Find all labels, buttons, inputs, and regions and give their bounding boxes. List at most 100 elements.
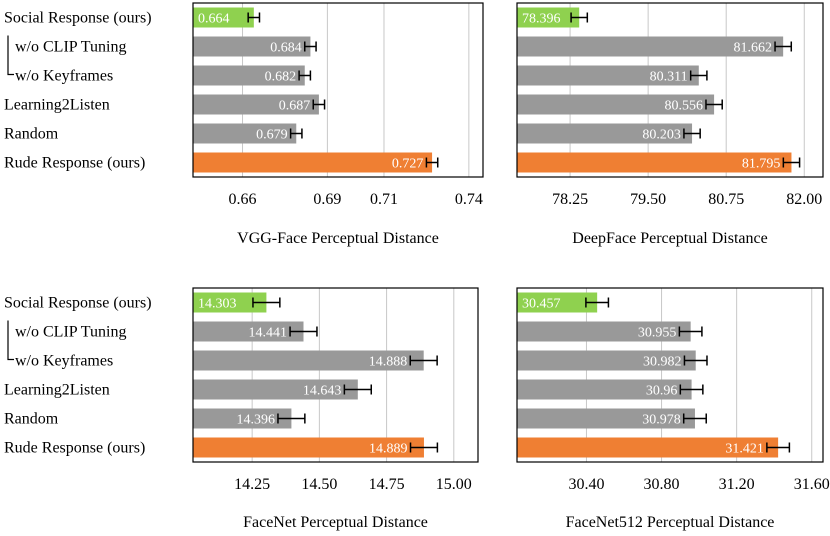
x-tick-label: 30.80 — [644, 476, 680, 493]
bar-rude-response — [517, 437, 779, 458]
vgg-face-panel: 0.664 0.684 0.682 0.687 0.679 0.727 0.66 0.69 0.… — [4, 2, 484, 247]
error-bar-learning2listen — [312, 99, 326, 110]
x-tick-label: 14.75 — [369, 476, 405, 493]
bar-wo-clip-tuning — [517, 321, 691, 342]
x-axis-title: DeepFace Perceptual Distance — [572, 230, 767, 247]
category-label-social-response: Social Response (ours) — [4, 295, 152, 312]
value-label-wo-keyframes: 14.888 — [369, 355, 408, 370]
error-bar-rude-response — [782, 157, 801, 168]
x-tick-label: 15.00 — [436, 476, 472, 493]
value-label-wo-clip-tuning: 30.955 — [638, 326, 677, 341]
plot-frame — [516, 287, 824, 463]
plot-frame — [192, 2, 484, 178]
bar-social-response — [517, 292, 598, 313]
bar-random — [193, 123, 297, 144]
value-label-social-response: 78.396 — [522, 12, 561, 27]
value-label-learning2listen: 14.643 — [303, 384, 342, 399]
x-tick-label: 0.74 — [455, 191, 483, 208]
deepface-panel: 78.396 81.662 80.311 80.556 80.203 81.795 78.2… — [516, 2, 824, 247]
category-label-rude-response: Rude Response (ours) — [4, 155, 145, 172]
x-axis-title: VGG-Face Perceptual Distance — [237, 230, 439, 247]
bar-wo-keyframes — [517, 65, 699, 86]
error-bar-learning2listen — [705, 99, 723, 110]
ablation-bracket — [7, 320, 14, 361]
error-bar-wo-clip-tuning — [774, 41, 793, 52]
category-label-learning2listen: Learning2Listen — [4, 382, 110, 399]
facenet-panel: 14.303 14.441 14.888 14.643 14.396 14.889 14.2… — [4, 287, 479, 531]
error-bar-rude-response — [425, 157, 439, 168]
x-tick-label: 30.40 — [568, 476, 604, 493]
category-label-random: Random — [4, 126, 59, 143]
x-tick-label: 0.71 — [370, 191, 398, 208]
value-label-learning2listen: 80.556 — [664, 99, 703, 114]
x-tick-label: 31.20 — [719, 476, 755, 493]
error-bar-wo-keyframes — [689, 70, 708, 81]
value-label-random: 0.679 — [256, 128, 288, 143]
error-bar-learning2listen — [679, 384, 704, 395]
bar-learning2listen — [193, 379, 358, 400]
value-label-rude-response: 81.795 — [742, 157, 781, 172]
bar-wo-clip-tuning — [517, 36, 784, 57]
x-tick-label: 80.75 — [708, 191, 744, 208]
category-label-rude-response: Rude Response (ours) — [4, 440, 145, 457]
error-bar-wo-clip-tuning — [289, 326, 318, 337]
value-label-wo-clip-tuning: 14.441 — [249, 326, 288, 341]
error-bar-learning2listen — [343, 384, 373, 395]
bar-random — [517, 408, 695, 429]
value-label-learning2listen: 0.687 — [279, 99, 311, 114]
error-bar-rude-response — [766, 442, 791, 453]
bar-random — [517, 123, 693, 144]
error-bar-social-response — [570, 12, 589, 23]
value-label-random: 14.396 — [236, 413, 275, 428]
category-label-learning2listen: Learning2Listen — [4, 97, 110, 114]
bar-social-response — [517, 7, 580, 28]
category-label-wo-clip-tuning: w/o CLIP Tuning — [15, 39, 126, 56]
value-label-wo-keyframes: 0.682 — [265, 70, 297, 85]
error-bar-social-response — [585, 297, 610, 308]
plot-frame — [192, 287, 479, 463]
error-bar-social-response — [252, 297, 281, 308]
value-label-random: 80.203 — [642, 128, 681, 143]
x-tick-label: 14.50 — [301, 476, 337, 493]
bar-wo-clip-tuning — [193, 36, 311, 57]
x-tick-label: 14.25 — [234, 476, 270, 493]
error-bar-random — [683, 128, 701, 139]
bar-rude-response — [193, 152, 433, 173]
error-bar-random — [277, 413, 306, 424]
value-label-wo-keyframes: 30.982 — [643, 355, 682, 370]
error-bar-wo-keyframes — [409, 355, 438, 366]
bar-learning2listen — [193, 94, 319, 115]
x-tick-label: 82.00 — [786, 191, 822, 208]
bar-wo-keyframes — [517, 350, 696, 371]
error-bar-wo-clip-tuning — [678, 326, 703, 337]
category-label-wo-keyframes: w/o Keyframes — [15, 353, 113, 370]
error-bar-wo-keyframes — [683, 355, 708, 366]
value-label-social-response: 0.664 — [198, 12, 230, 27]
error-bar-random — [682, 413, 707, 424]
bar-social-response — [193, 292, 267, 313]
x-axis-title: FaceNet Perceptual Distance — [243, 514, 428, 531]
plot-frame — [516, 2, 824, 178]
value-label-rude-response: 14.889 — [369, 442, 408, 457]
x-tick-label: 31.60 — [794, 476, 830, 493]
value-label-wo-clip-tuning: 81.662 — [734, 41, 773, 56]
category-label-social-response: Social Response (ours) — [4, 10, 152, 27]
bar-rude-response — [193, 437, 424, 458]
bar-social-response — [193, 7, 254, 28]
x-axis-title: FaceNet512 Perceptual Distance — [566, 514, 775, 531]
error-bar-wo-keyframes — [298, 70, 312, 81]
x-tick-label: 0.69 — [313, 191, 341, 208]
value-label-social-response: 14.303 — [198, 297, 237, 312]
value-label-rude-response: 0.727 — [392, 157, 424, 172]
value-label-random: 30.978 — [642, 413, 681, 428]
bar-wo-clip-tuning — [193, 321, 304, 342]
bar-wo-keyframes — [193, 65, 305, 86]
value-label-wo-clip-tuning: 0.684 — [270, 41, 302, 56]
x-tick-label: 79.50 — [630, 191, 666, 208]
facenet512-panel: 30.457 30.955 30.982 30.96 30.978 31.421 30.40… — [516, 287, 830, 531]
category-label-wo-keyframes: w/o Keyframes — [15, 68, 113, 85]
error-bar-rude-response — [409, 442, 439, 453]
value-label-rude-response: 31.421 — [725, 442, 764, 457]
error-bar-social-response — [247, 12, 261, 23]
